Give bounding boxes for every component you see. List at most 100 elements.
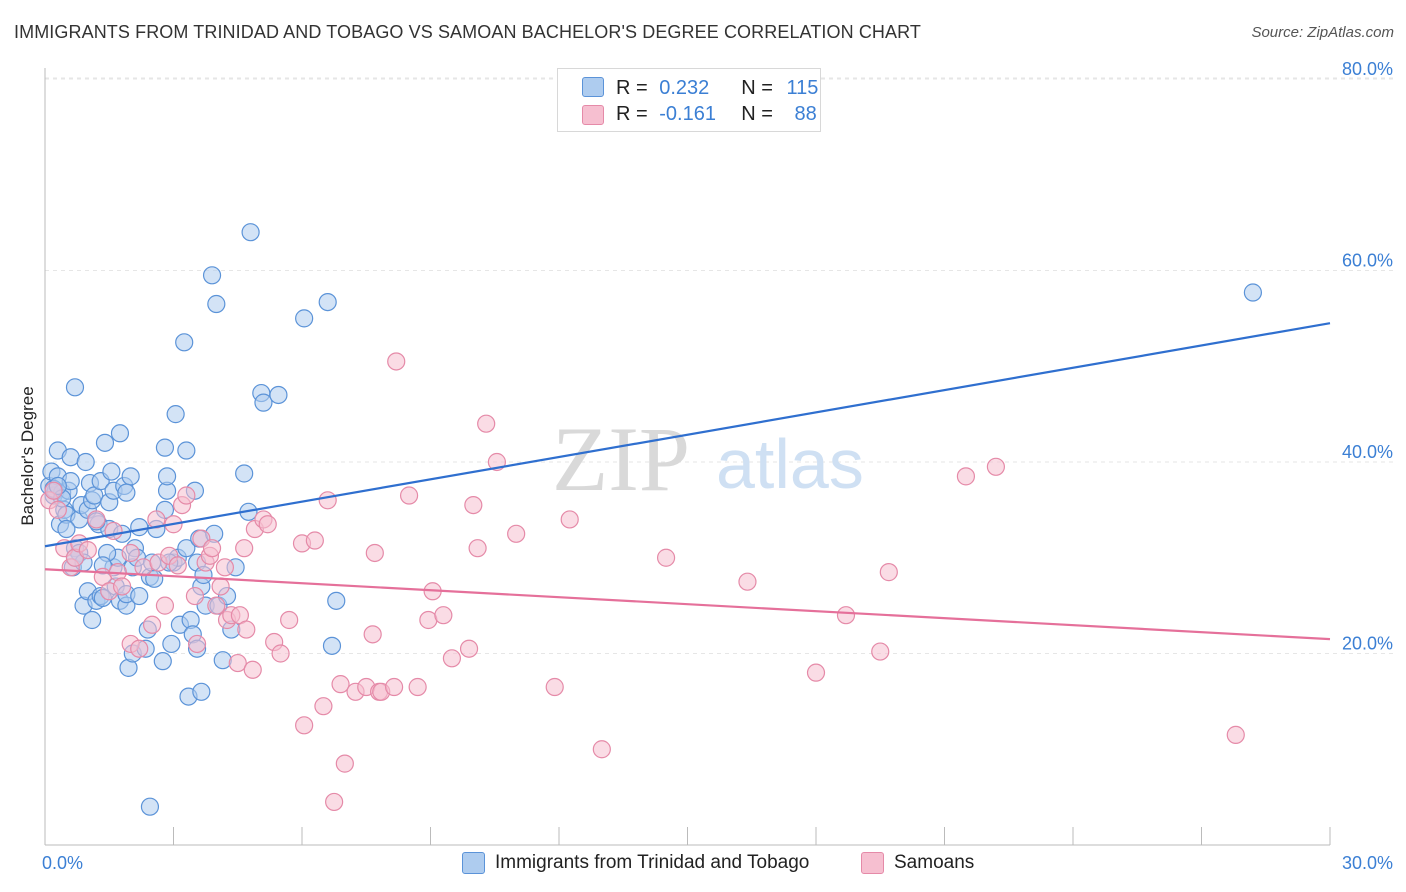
data-point-samoans: [185, 586, 205, 606]
data-point-samoans: [986, 457, 1006, 476]
r-value: -0.161: [659, 102, 716, 125]
data-point-samoans: [318, 491, 337, 510]
series-samoans: [40, 352, 1245, 812]
data-point-samoans: [314, 697, 333, 716]
data-point-samoans: [112, 577, 132, 596]
data-point-samoans: [365, 543, 384, 563]
data-point-samoans: [408, 677, 427, 697]
data-point-samoans: [399, 486, 419, 505]
data-point-samoans: [419, 610, 438, 630]
data-point-samoans: [177, 486, 196, 505]
data-point-samoans: [956, 467, 976, 486]
n-label: N =: [741, 76, 773, 99]
data-point-samoans: [121, 543, 140, 563]
x-tick-labels: 0.0% 30.0%: [42, 853, 1393, 873]
data-point-samoans: [879, 563, 898, 582]
r-label: R =: [616, 102, 648, 125]
data-point-immigrants: [235, 464, 254, 483]
series-immigrants-trinidad-tobago: [40, 223, 1263, 816]
data-point-samoans: [228, 653, 247, 673]
y-tick-label: 60.0%: [1342, 251, 1393, 271]
data-point-immigrants: [65, 378, 85, 397]
data-point-samoans: [202, 539, 222, 558]
data-point-samoans: [387, 352, 406, 371]
data-point-immigrants: [1243, 283, 1263, 302]
data-point-immigrants: [140, 797, 160, 816]
trend-line-immigrants: [44, 322, 1331, 548]
data-point-immigrants: [269, 385, 288, 405]
legend-swatch-pink: [861, 852, 884, 874]
data-point-samoans: [442, 649, 462, 668]
data-point-samoans: [592, 740, 611, 759]
data-point-samoans: [560, 510, 579, 529]
data-point-samoans: [207, 596, 226, 615]
data-point-samoans: [459, 639, 479, 658]
data-point-samoans: [211, 577, 230, 596]
data-point-samoans: [325, 792, 344, 812]
data-point-samoans: [477, 414, 496, 433]
data-point-immigrants: [76, 452, 95, 472]
data-point-samoans: [335, 754, 354, 773]
data-point-immigrants: [117, 483, 136, 502]
legend-label: Samoans: [894, 852, 975, 873]
data-point-immigrants: [177, 539, 196, 558]
trend-lines: [44, 322, 1331, 641]
data-point-samoans: [331, 675, 350, 694]
data-point-samoans: [464, 495, 483, 515]
r-value: 0.232: [659, 76, 710, 99]
data-point-immigrants: [327, 591, 346, 610]
data-point-immigrants: [202, 266, 222, 285]
data-point-samoans: [738, 572, 757, 591]
legend-swatch-pink: [582, 105, 604, 125]
data-point-samoans: [258, 515, 277, 534]
data-point-samoans: [305, 531, 324, 550]
grid-lines: [45, 77, 1393, 654]
data-point-samoans: [434, 606, 453, 625]
data-point-samoans: [87, 510, 106, 529]
y-tick-label: 80.0%: [1342, 59, 1393, 79]
axes: [44, 68, 1331, 846]
data-point-immigrants: [192, 682, 211, 701]
data-point-samoans: [78, 540, 97, 560]
legend-swatch-blue: [582, 77, 604, 97]
data-point-samoans: [44, 481, 63, 500]
source-label: Source: ZipAtlas.com: [1251, 24, 1394, 41]
data-point-samoans: [656, 548, 676, 567]
data-point-immigrants: [322, 636, 342, 655]
x-tick-label: 30.0%: [1342, 853, 1393, 873]
data-point-samoans: [48, 500, 67, 519]
data-point-immigrants: [121, 467, 140, 486]
y-tick-label: 40.0%: [1342, 442, 1393, 462]
data-point-samoans: [468, 539, 487, 558]
data-point-samoans: [545, 677, 564, 697]
watermark-atlas: atlas: [716, 425, 864, 503]
correlation-legend: R = 0.232 N = 115 R = -0.161 N = 88: [557, 68, 821, 132]
data-point-samoans: [363, 625, 382, 644]
x-tick-label: 0.0%: [42, 853, 83, 873]
data-point-samoans: [142, 615, 162, 634]
data-point-samoans: [168, 556, 187, 575]
legend-row-blue: R = 0.232 N = 115: [616, 75, 818, 101]
data-point-immigrants: [162, 634, 181, 654]
data-point-samoans: [871, 642, 890, 661]
n-label: N =: [741, 102, 773, 125]
data-point-immigrants: [177, 441, 196, 460]
data-point-immigrants: [110, 424, 130, 443]
data-point-samoans: [384, 677, 404, 697]
data-point-immigrants: [318, 292, 337, 312]
data-point-samoans: [507, 524, 526, 543]
data-point-immigrants: [207, 294, 226, 314]
data-point-immigrants: [130, 518, 149, 537]
data-point-samoans: [130, 639, 149, 658]
data-point-immigrants: [157, 467, 177, 486]
data-point-immigrants: [102, 462, 121, 481]
data-point-samoans: [235, 539, 254, 558]
data-point-immigrants: [241, 223, 260, 242]
data-point-samoans: [237, 620, 256, 639]
data-point-immigrants: [155, 438, 175, 457]
trend-line-samoans: [44, 568, 1331, 641]
legend-row-pink: R = -0.161 N = 88: [616, 101, 817, 127]
y-axis-title: Bachelor's Degree: [18, 386, 37, 525]
legend-swatch-blue: [462, 852, 485, 874]
